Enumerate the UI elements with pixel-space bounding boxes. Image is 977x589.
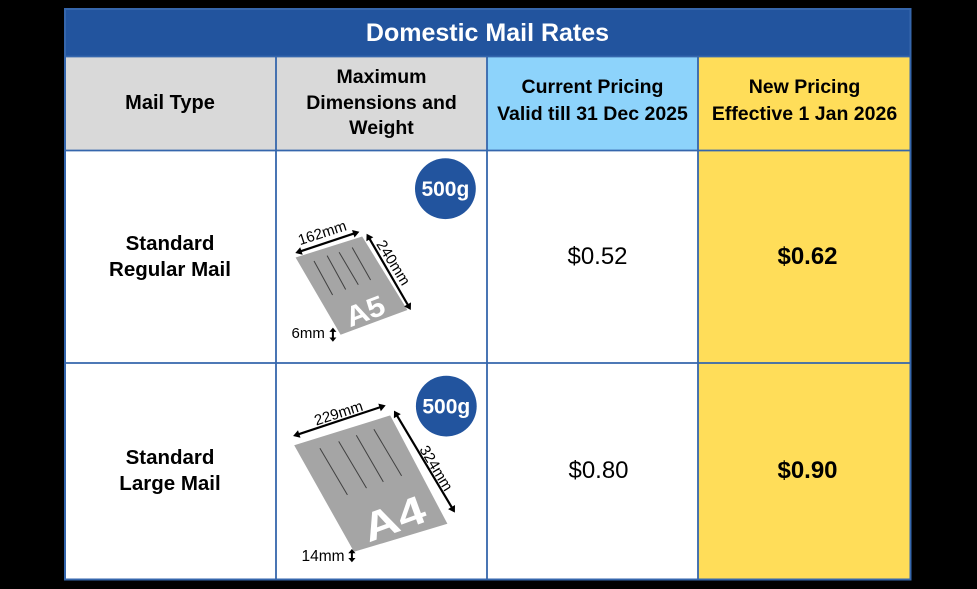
svg-text:500g: 500g [421,178,469,201]
svg-text:14mm: 14mm [301,548,344,565]
svg-text:6mm: 6mm [292,325,325,342]
svg-text:229mm: 229mm [312,398,365,430]
svg-text:500g: 500g [422,396,470,419]
